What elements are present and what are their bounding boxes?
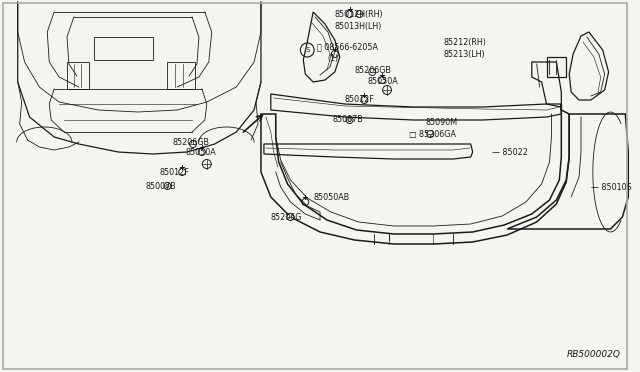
Text: (1): (1) bbox=[327, 54, 338, 62]
Text: S: S bbox=[305, 47, 309, 53]
Text: 85090M: 85090M bbox=[426, 118, 458, 126]
Text: 85206G: 85206G bbox=[271, 212, 302, 221]
Text: 85213(LH): 85213(LH) bbox=[443, 49, 484, 58]
Circle shape bbox=[287, 214, 294, 221]
Text: 85007B: 85007B bbox=[333, 115, 364, 124]
Text: — 85010S: — 85010S bbox=[591, 183, 632, 192]
Circle shape bbox=[356, 10, 363, 17]
Text: Ⓢ 08566-6205A: Ⓢ 08566-6205A bbox=[317, 42, 378, 51]
Text: RB500002Q: RB500002Q bbox=[566, 350, 620, 359]
Text: 85012F: 85012F bbox=[345, 94, 374, 103]
Text: 85212(RH): 85212(RH) bbox=[443, 38, 486, 46]
Text: 85012H(RH): 85012H(RH) bbox=[335, 10, 383, 19]
Text: 85007B: 85007B bbox=[146, 182, 177, 190]
Text: 85050A: 85050A bbox=[367, 77, 398, 86]
Text: 85012F: 85012F bbox=[159, 167, 189, 176]
Text: □ 85206GA: □ 85206GA bbox=[409, 129, 456, 138]
Text: 85206GB: 85206GB bbox=[172, 138, 209, 147]
Text: 85206GB: 85206GB bbox=[355, 65, 392, 74]
Text: 85050A: 85050A bbox=[185, 148, 216, 157]
Text: 85050AB: 85050AB bbox=[313, 192, 349, 202]
Circle shape bbox=[427, 131, 434, 138]
Text: 85013H(LH): 85013H(LH) bbox=[335, 22, 382, 31]
Text: — 85022: — 85022 bbox=[492, 148, 528, 157]
Circle shape bbox=[369, 68, 376, 76]
Circle shape bbox=[189, 141, 196, 148]
